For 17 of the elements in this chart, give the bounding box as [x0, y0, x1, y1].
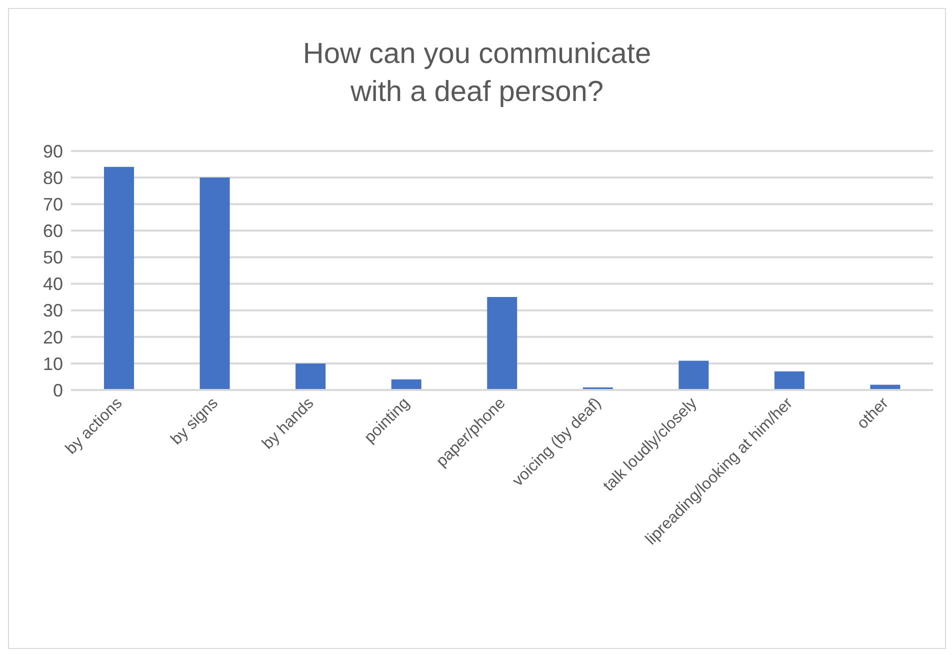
y-tick-label: 10: [42, 354, 63, 374]
bar: [296, 363, 326, 390]
y-tick-label: 50: [42, 248, 63, 268]
y-tick-label: 40: [42, 274, 63, 294]
y-tick-label: 0: [52, 380, 63, 400]
chart-title: How can you communicate with a deaf person?: [302, 37, 652, 110]
y-tick-label: 90: [42, 141, 63, 162]
y-tick-label: 80: [42, 168, 63, 188]
y-tick-label: 30: [42, 300, 63, 321]
bar: [200, 178, 230, 390]
bar: [487, 297, 518, 390]
bar: [774, 371, 804, 390]
bar: [104, 166, 134, 390]
y-tick-label: 70: [42, 194, 63, 214]
y-tick-label: 60: [42, 221, 63, 242]
bar: [678, 360, 709, 390]
y-tick-label: 20: [42, 327, 63, 348]
